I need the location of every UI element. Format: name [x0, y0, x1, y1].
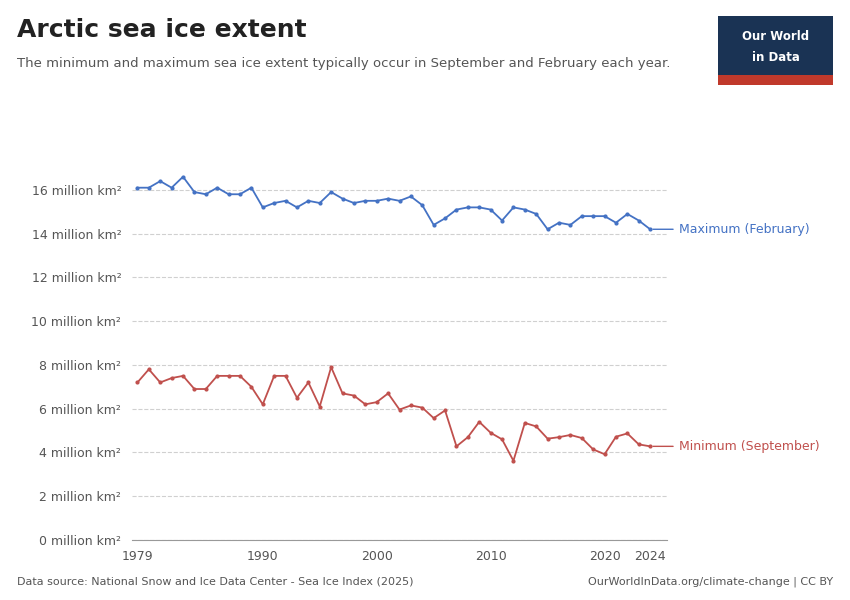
- Text: Data source: National Snow and Ice Data Center - Sea Ice Index (2025): Data source: National Snow and Ice Data …: [17, 577, 413, 587]
- Text: OurWorldInData.org/climate-change | CC BY: OurWorldInData.org/climate-change | CC B…: [588, 576, 833, 587]
- Text: Maximum (February): Maximum (February): [653, 223, 809, 236]
- Text: Our World: Our World: [742, 31, 809, 43]
- Text: in Data: in Data: [751, 51, 800, 64]
- Text: Arctic sea ice extent: Arctic sea ice extent: [17, 18, 307, 42]
- Text: The minimum and maximum sea ice extent typically occur in September and February: The minimum and maximum sea ice extent t…: [17, 57, 671, 70]
- Bar: [718, 75, 833, 85]
- Text: Minimum (September): Minimum (September): [653, 440, 819, 453]
